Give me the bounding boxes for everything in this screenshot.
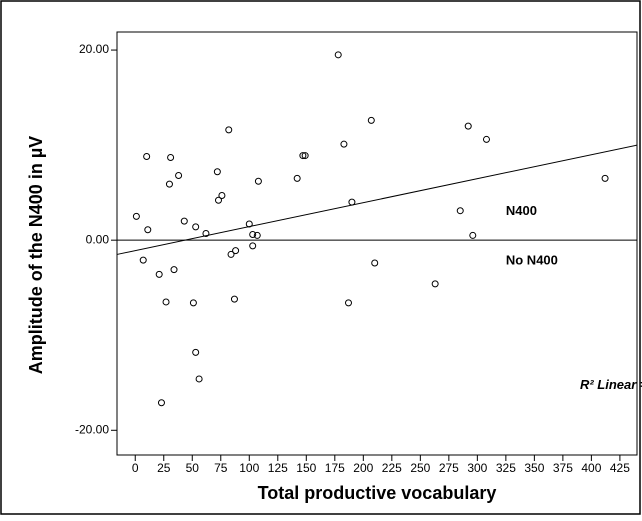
point (143, 153, 151, 161)
point (180, 217, 188, 225)
x-tick-label: 200 (353, 461, 373, 475)
point (175, 172, 183, 180)
point (227, 250, 235, 258)
x-tick-label: 25 (157, 461, 171, 475)
point (132, 212, 140, 220)
y-axis-title: Amplitude of the N400 in µV (26, 136, 46, 374)
x-tick-label: 225 (382, 461, 402, 475)
point (192, 348, 200, 356)
point (367, 116, 375, 124)
point (165, 180, 173, 188)
x-tick-label: 125 (268, 461, 288, 475)
point (245, 220, 253, 228)
annotation: No N400 (506, 253, 558, 268)
point (601, 174, 609, 182)
point (225, 126, 233, 134)
point (195, 375, 203, 383)
y-tick-label: 20.00 (79, 42, 109, 56)
x-axis-title: Total productive vocabulary (258, 483, 497, 503)
x-tick-label: 150 (296, 461, 316, 475)
point (218, 191, 226, 199)
point (348, 198, 356, 206)
fit-line (116, 144, 638, 255)
x-tick-label: 0 (132, 461, 139, 475)
point (293, 174, 301, 182)
point (456, 207, 464, 215)
point (155, 270, 163, 278)
x-tick-label: 350 (524, 461, 544, 475)
point (469, 231, 477, 239)
x-tick-label: 75 (214, 461, 228, 475)
point (214, 196, 222, 204)
annotation: R² Linear = .105 (580, 377, 642, 392)
point (230, 295, 238, 303)
x-tick-label: 50 (186, 461, 200, 475)
point (340, 140, 348, 148)
x-tick-label: 400 (581, 461, 601, 475)
point (299, 152, 307, 160)
point (232, 247, 240, 255)
x-tick-label: 375 (553, 461, 573, 475)
x-tick-label: 325 (496, 461, 516, 475)
annotation: N400 (506, 203, 537, 218)
point (162, 298, 170, 306)
point (144, 226, 152, 234)
x-tick-label: 275 (439, 461, 459, 475)
point (464, 122, 472, 130)
y-tick-label: -20.00 (75, 422, 109, 436)
point (482, 135, 490, 143)
point (431, 280, 439, 288)
point (249, 230, 257, 238)
point (301, 152, 309, 160)
point (192, 223, 200, 231)
y-tick-label: 0.00 (86, 232, 110, 246)
point (167, 153, 175, 161)
x-tick-label: 250 (410, 461, 430, 475)
point (157, 399, 165, 407)
x-tick-label: 300 (467, 461, 487, 475)
point (139, 256, 147, 264)
point (202, 230, 210, 238)
point (213, 168, 221, 176)
point (170, 266, 178, 274)
plot-frame (116, 31, 638, 456)
point (253, 231, 261, 239)
point (249, 242, 257, 250)
point (254, 177, 262, 185)
x-tick-label: 425 (610, 461, 630, 475)
point (371, 259, 379, 267)
x-tick-label: 100 (239, 461, 259, 475)
point (344, 299, 352, 307)
x-tick-label: 175 (325, 461, 345, 475)
point (189, 299, 197, 307)
point (334, 51, 342, 59)
